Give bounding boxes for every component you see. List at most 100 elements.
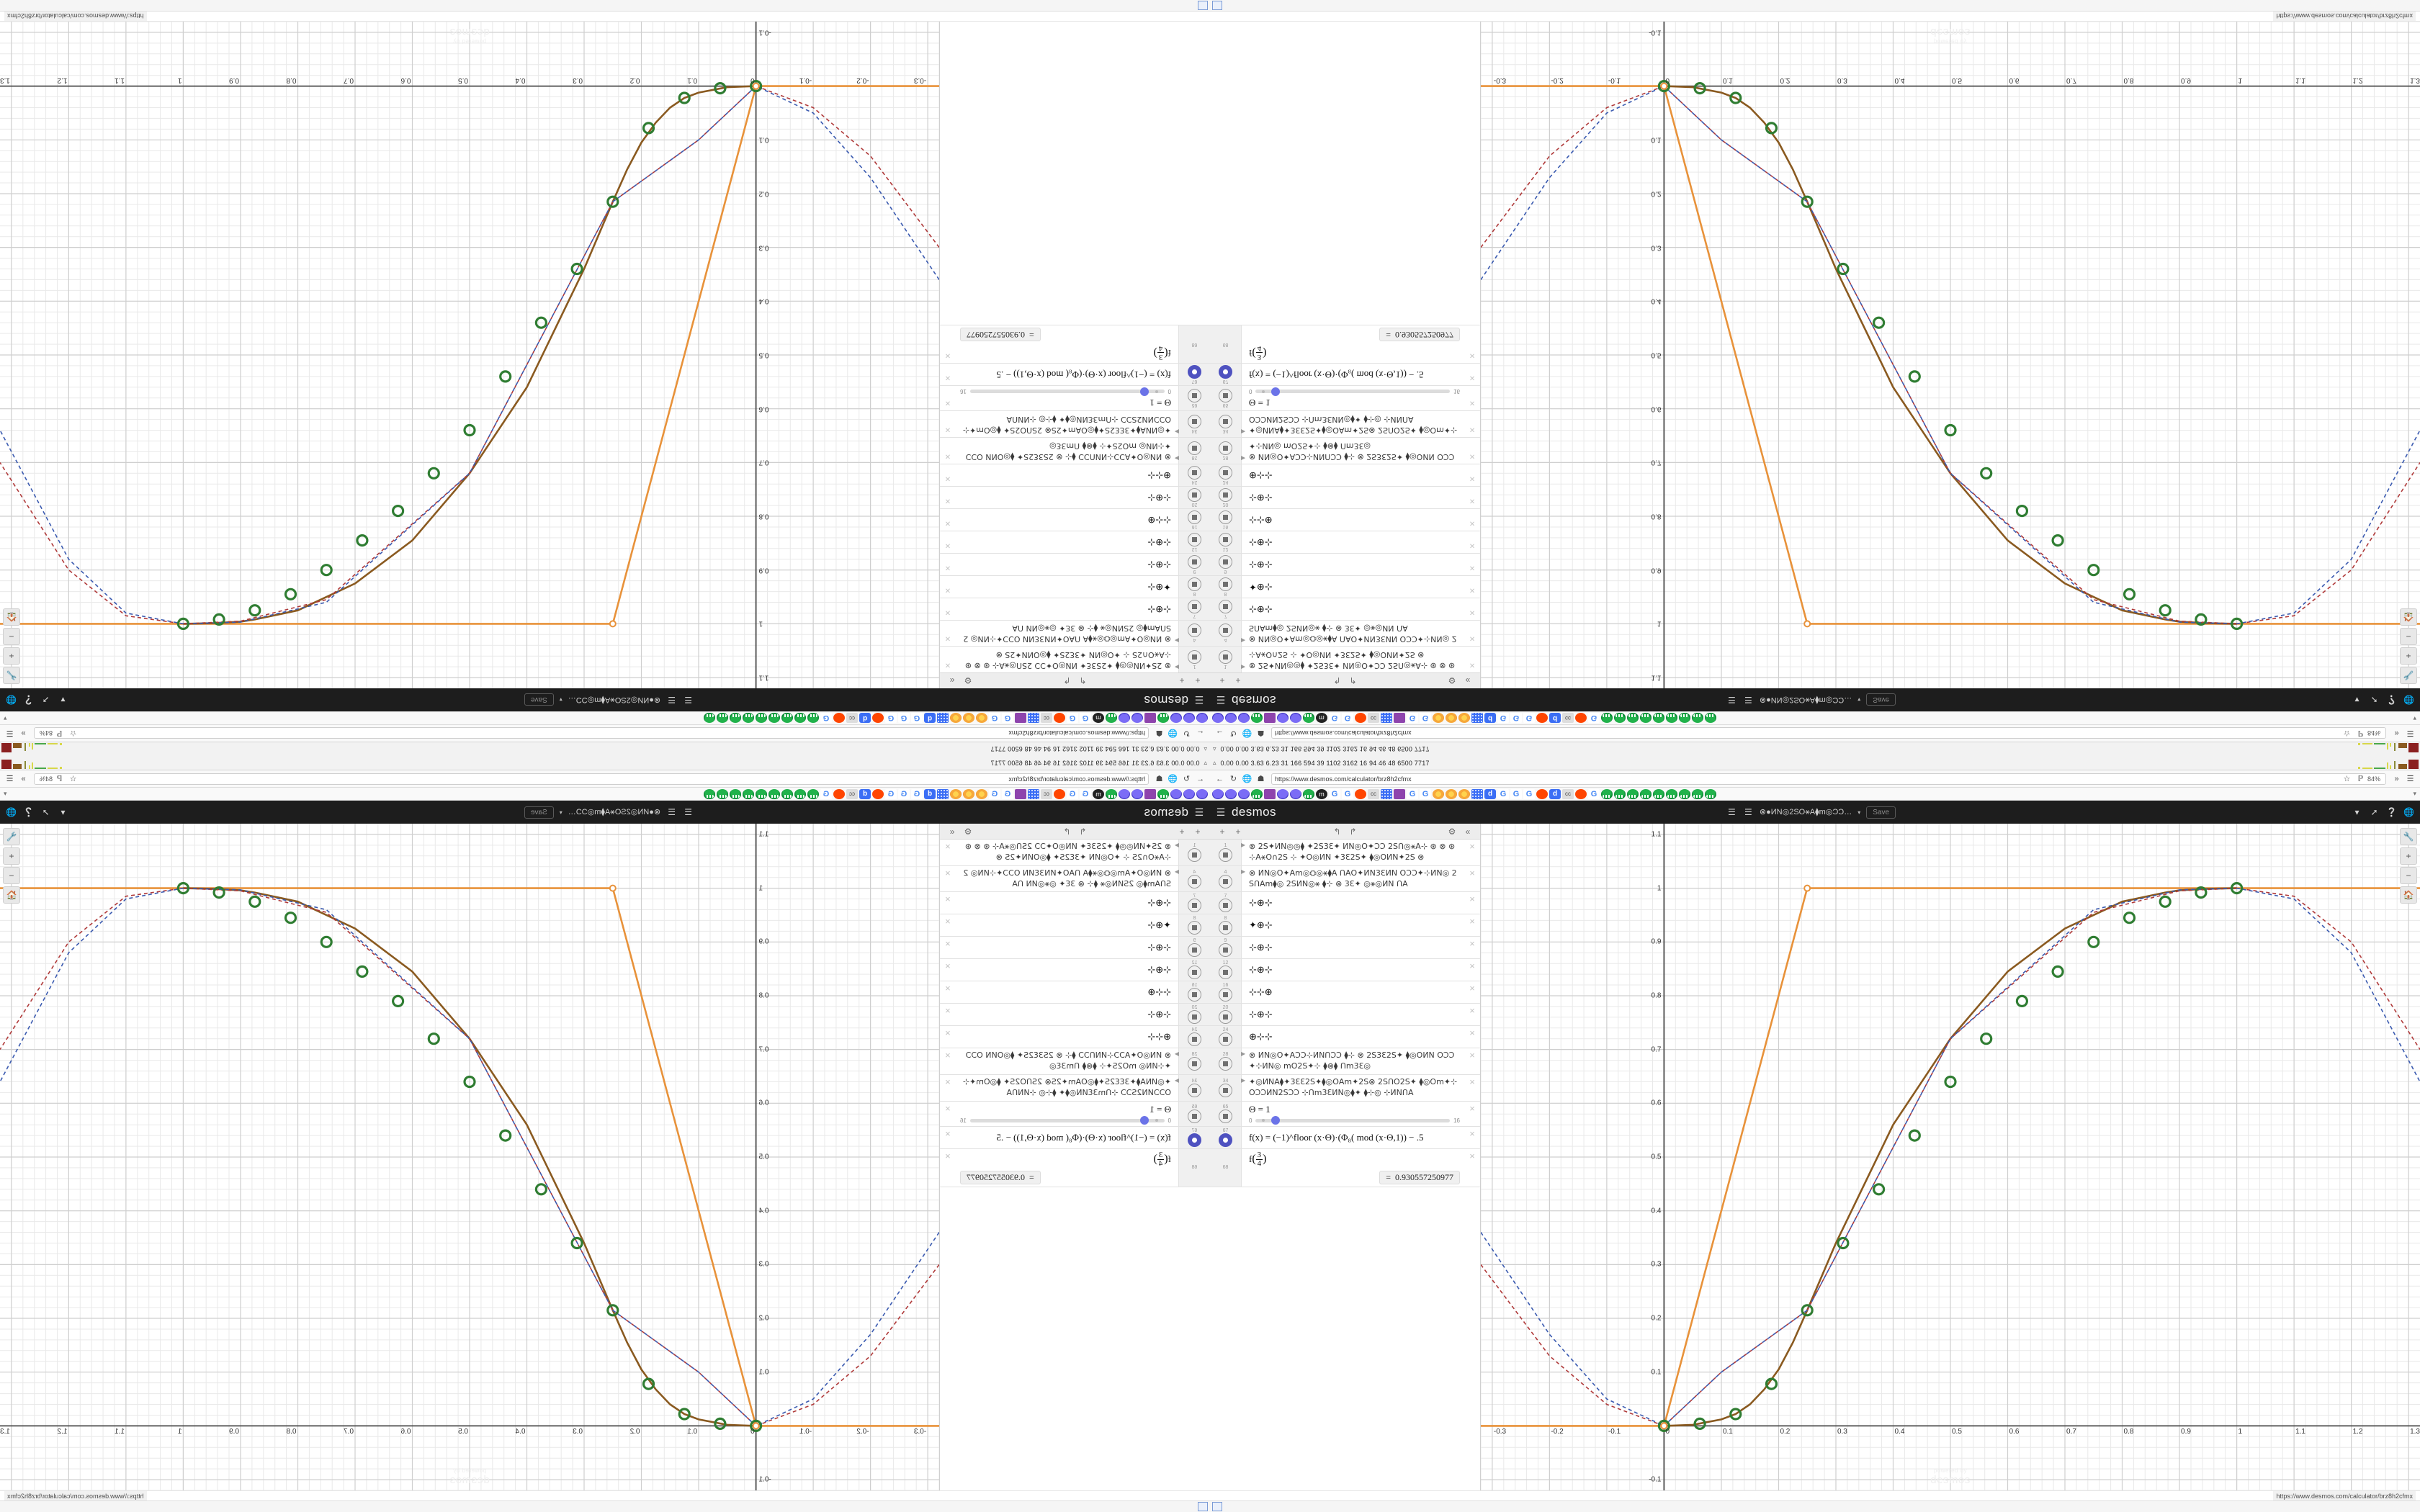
- add-expression-button[interactable]: +: [1219, 675, 1225, 686]
- chevron-double-left-icon[interactable]: «: [949, 826, 955, 837]
- home-icon[interactable]: 🏠: [3, 608, 20, 626]
- expression-body[interactable]: ⊹⊕⊹: [956, 937, 1178, 958]
- bookmark-flower-1[interactable]: [976, 788, 987, 799]
- bookmark-grid-2[interactable]: [937, 713, 949, 724]
- bookmark-duck-2[interactable]: d: [859, 788, 871, 799]
- expression-body[interactable]: ▶ ⊗ 2S✦ИN◎◎⧫ ✦2S3Ɛ✦ ИN◎О✦ƆƆ 2SՈ◎⚹A⊹ ⊛ ⊗ ⊛…: [1241, 840, 1464, 865]
- bookmark-purple-5[interactable]: [1119, 788, 1130, 799]
- note-expand-triangle-icon[interactable]: ▶: [1241, 454, 1246, 462]
- delete-expression-icon[interactable]: ×: [945, 1050, 951, 1061]
- visibility-toggle-off[interactable]: [1219, 921, 1232, 935]
- expression-body[interactable]: ⊹⊕⊹: [1242, 598, 1464, 620]
- bookmark-duck-2[interactable]: d: [1549, 713, 1561, 724]
- sysmon-collapse-icon[interactable]: ▵: [1204, 746, 1207, 753]
- bookmark-alien-4[interactable]: [794, 713, 806, 724]
- visibility-toggle-off[interactable]: [1219, 465, 1232, 480]
- bookmark-alien-8[interactable]: [743, 788, 754, 799]
- redo-icon[interactable]: ↱: [1349, 675, 1357, 686]
- star-icon[interactable]: ☆: [69, 729, 77, 737]
- expression-row[interactable]: 16 ⊹⊹⊕ ×: [1210, 981, 1480, 1004]
- bookmark-plum[interactable]: [1144, 713, 1156, 724]
- expression-body[interactable]: Θ = 1 0 16: [956, 386, 1178, 410]
- delete-expression-icon[interactable]: ×: [1469, 585, 1475, 596]
- hamburger-icon[interactable]: ☰: [1216, 806, 1226, 818]
- bookmark-flower-2[interactable]: [1446, 713, 1457, 724]
- note-expand-triangle-icon[interactable]: ▶: [1241, 428, 1246, 435]
- delete-expression-icon[interactable]: ×: [945, 660, 951, 671]
- expression-body[interactable]: ▶ ⊗ 2S✦ИN◎◎⧫ ✦2S3Ɛ✦ ИN◎О✦ƆƆ 2SՈ◎⚹A⊹ ⊛ ⊗ ⊛…: [1241, 647, 1464, 672]
- visibility-toggle-off[interactable]: [1188, 415, 1201, 429]
- expression-row[interactable]: 8 ✦⊕⊹ ×: [940, 914, 1210, 937]
- visibility-toggle-off[interactable]: [1188, 1032, 1201, 1047]
- graph-title[interactable]: ⊗●ИN◎2SО⚹A⧫m◎ƆƆ…: [568, 808, 661, 816]
- undo-icon[interactable]: ↰: [1333, 675, 1341, 686]
- expression-row[interactable]: 12 ⊹⊕⊹ ×: [1210, 959, 1480, 982]
- bookmark-purple-1[interactable]: [1212, 788, 1224, 799]
- desmos-logo[interactable]: desmos: [1232, 693, 1276, 707]
- bookmark-google-1[interactable]: G: [1329, 788, 1340, 799]
- expression-body[interactable]: ✦⊕⊹: [956, 576, 1178, 598]
- back-arrow-icon[interactable]: ←: [1216, 774, 1224, 783]
- bookmark-reddit-2[interactable]: [1536, 713, 1548, 724]
- bookmark-duck[interactable]: d: [1484, 788, 1496, 799]
- visibility-toggle-off[interactable]: [1219, 966, 1232, 980]
- add-note-button[interactable]: +: [1179, 826, 1185, 837]
- visibility-toggle-off[interactable]: [1188, 874, 1201, 888]
- visibility-toggle-off[interactable]: [1188, 465, 1201, 480]
- bookmark-purple-2[interactable]: [1183, 713, 1195, 724]
- visibility-toggle-off[interactable]: [1219, 943, 1232, 958]
- sysmon-collapse-icon[interactable]: ▵: [1204, 759, 1207, 766]
- bookmark-plum[interactable]: [1264, 788, 1276, 799]
- expression-body[interactable]: ⊹⊕⊹: [1242, 531, 1464, 553]
- delete-expression-icon[interactable]: ×: [1469, 540, 1475, 552]
- bookmark-creativecommons[interactable]: cc: [1368, 788, 1379, 799]
- translate-icon[interactable]: ℙ: [56, 729, 63, 737]
- bookmark-google-4[interactable]: G: [1420, 713, 1431, 724]
- expression-body[interactable]: ▶ ⊗ ИN◎О✦Am◎⛭◎⚹⧫A ՈAО✦ИN3ƐИN ОƆƆ✦⊹ИN◎ 2SՈ…: [1241, 866, 1464, 892]
- visibility-toggle-off[interactable]: [1219, 510, 1232, 524]
- bookmark-alien-9[interactable]: [730, 713, 741, 724]
- note-expand-triangle-icon[interactable]: ▶: [1174, 1050, 1179, 1058]
- list-lines-icon-1[interactable]: ☰: [1728, 807, 1736, 817]
- expression-body[interactable]: ⊹⊕⊹: [1242, 487, 1464, 508]
- visibility-toggle-off[interactable]: [1219, 624, 1232, 638]
- bookmark-google-4[interactable]: G: [1420, 788, 1431, 799]
- expression-list[interactable]: 1 ▶ ⊗ 2S✦ИN◎◎⧫ ✦2S3Ɛ✦ ИN◎О✦ƆƆ 2SՈ◎⚹A⊹ ⊛ ⊗ …: [1210, 840, 1480, 1490]
- slider-track[interactable]: [1255, 387, 1451, 396]
- expression-row[interactable]: 34 ▶ ✦◎ИNA⧫✦3ƐƐ2S✦⧫◎ОAm✦2S⊗ 2SՈО2S✦ ⧫◎Оm✦⊹…: [1210, 1075, 1480, 1102]
- zoom-out-icon[interactable]: −: [2400, 867, 2417, 884]
- bookmark-google-7[interactable]: G: [885, 788, 897, 799]
- expression-body[interactable]: ▶ ✦◎ИNA⧫✦3ƐƐ2S✦⧫◎ОAm✦2S⊗ 2SՈО2S✦ ⧫◎Оm✦⊹ О…: [956, 411, 1179, 437]
- expression-body[interactable]: ⊹⊕⊹: [956, 554, 1178, 575]
- visibility-toggle-off[interactable]: [1219, 599, 1232, 613]
- bookmark-alien-11[interactable]: [704, 788, 715, 799]
- expression-row[interactable]: 7 ⊹⊕⊹ ×: [1210, 892, 1480, 915]
- bookmark-reddit-3[interactable]: [1575, 713, 1587, 724]
- bookmark-grid-2[interactable]: [1471, 788, 1483, 799]
- delete-expression-icon[interactable]: ×: [945, 916, 951, 927]
- expression-row[interactable]: 68 f(3 4) = 0.930557250977 ×: [940, 1148, 1210, 1187]
- note-expand-triangle-icon[interactable]: ▶: [1241, 1050, 1246, 1058]
- delete-expression-icon[interactable]: ×: [1469, 518, 1475, 529]
- visibility-toggle-off[interactable]: [1219, 415, 1232, 429]
- pocket-icon[interactable]: ☗: [1155, 775, 1163, 783]
- list-lines-icon-1[interactable]: ☰: [684, 807, 692, 817]
- bookmark-flower-violet[interactable]: [1015, 788, 1026, 799]
- add-expression-button[interactable]: +: [1195, 826, 1201, 837]
- bookmark-alien-8[interactable]: [743, 713, 754, 724]
- chevron-down-icon-right[interactable]: ▾: [60, 807, 66, 817]
- expression-body[interactable]: ▶ ⊗ 2S✦ИN◎◎⧫ ✦2S3Ɛ✦ ИN◎О✦ƆƆ 2SՈ◎⚹A⊹ ⊛ ⊗ ⊛…: [956, 647, 1179, 672]
- taskbar-window-button[interactable]: [1198, 1502, 1208, 1511]
- delete-expression-icon[interactable]: ×: [945, 1150, 951, 1161]
- chevron-double-left-icon[interactable]: «: [1465, 826, 1471, 837]
- bookmark-purple-4[interactable]: [1131, 788, 1143, 799]
- undo-icon[interactable]: ↰: [1079, 675, 1087, 686]
- note-expand-triangle-icon[interactable]: ▶: [1241, 637, 1246, 644]
- add-expression-button[interactable]: +: [1219, 826, 1225, 837]
- visibility-toggle-off[interactable]: [1219, 1010, 1232, 1025]
- chevron-down-icon-right[interactable]: ▾: [60, 695, 66, 705]
- bookmark-grid[interactable]: [1381, 713, 1392, 724]
- delete-expression-icon[interactable]: ×: [1469, 916, 1475, 927]
- expression-row[interactable]: 24 ⊕⊹⊹ ×: [1210, 463, 1480, 486]
- expression-row[interactable]: 12 ⊹⊕⊹ ×: [940, 959, 1210, 982]
